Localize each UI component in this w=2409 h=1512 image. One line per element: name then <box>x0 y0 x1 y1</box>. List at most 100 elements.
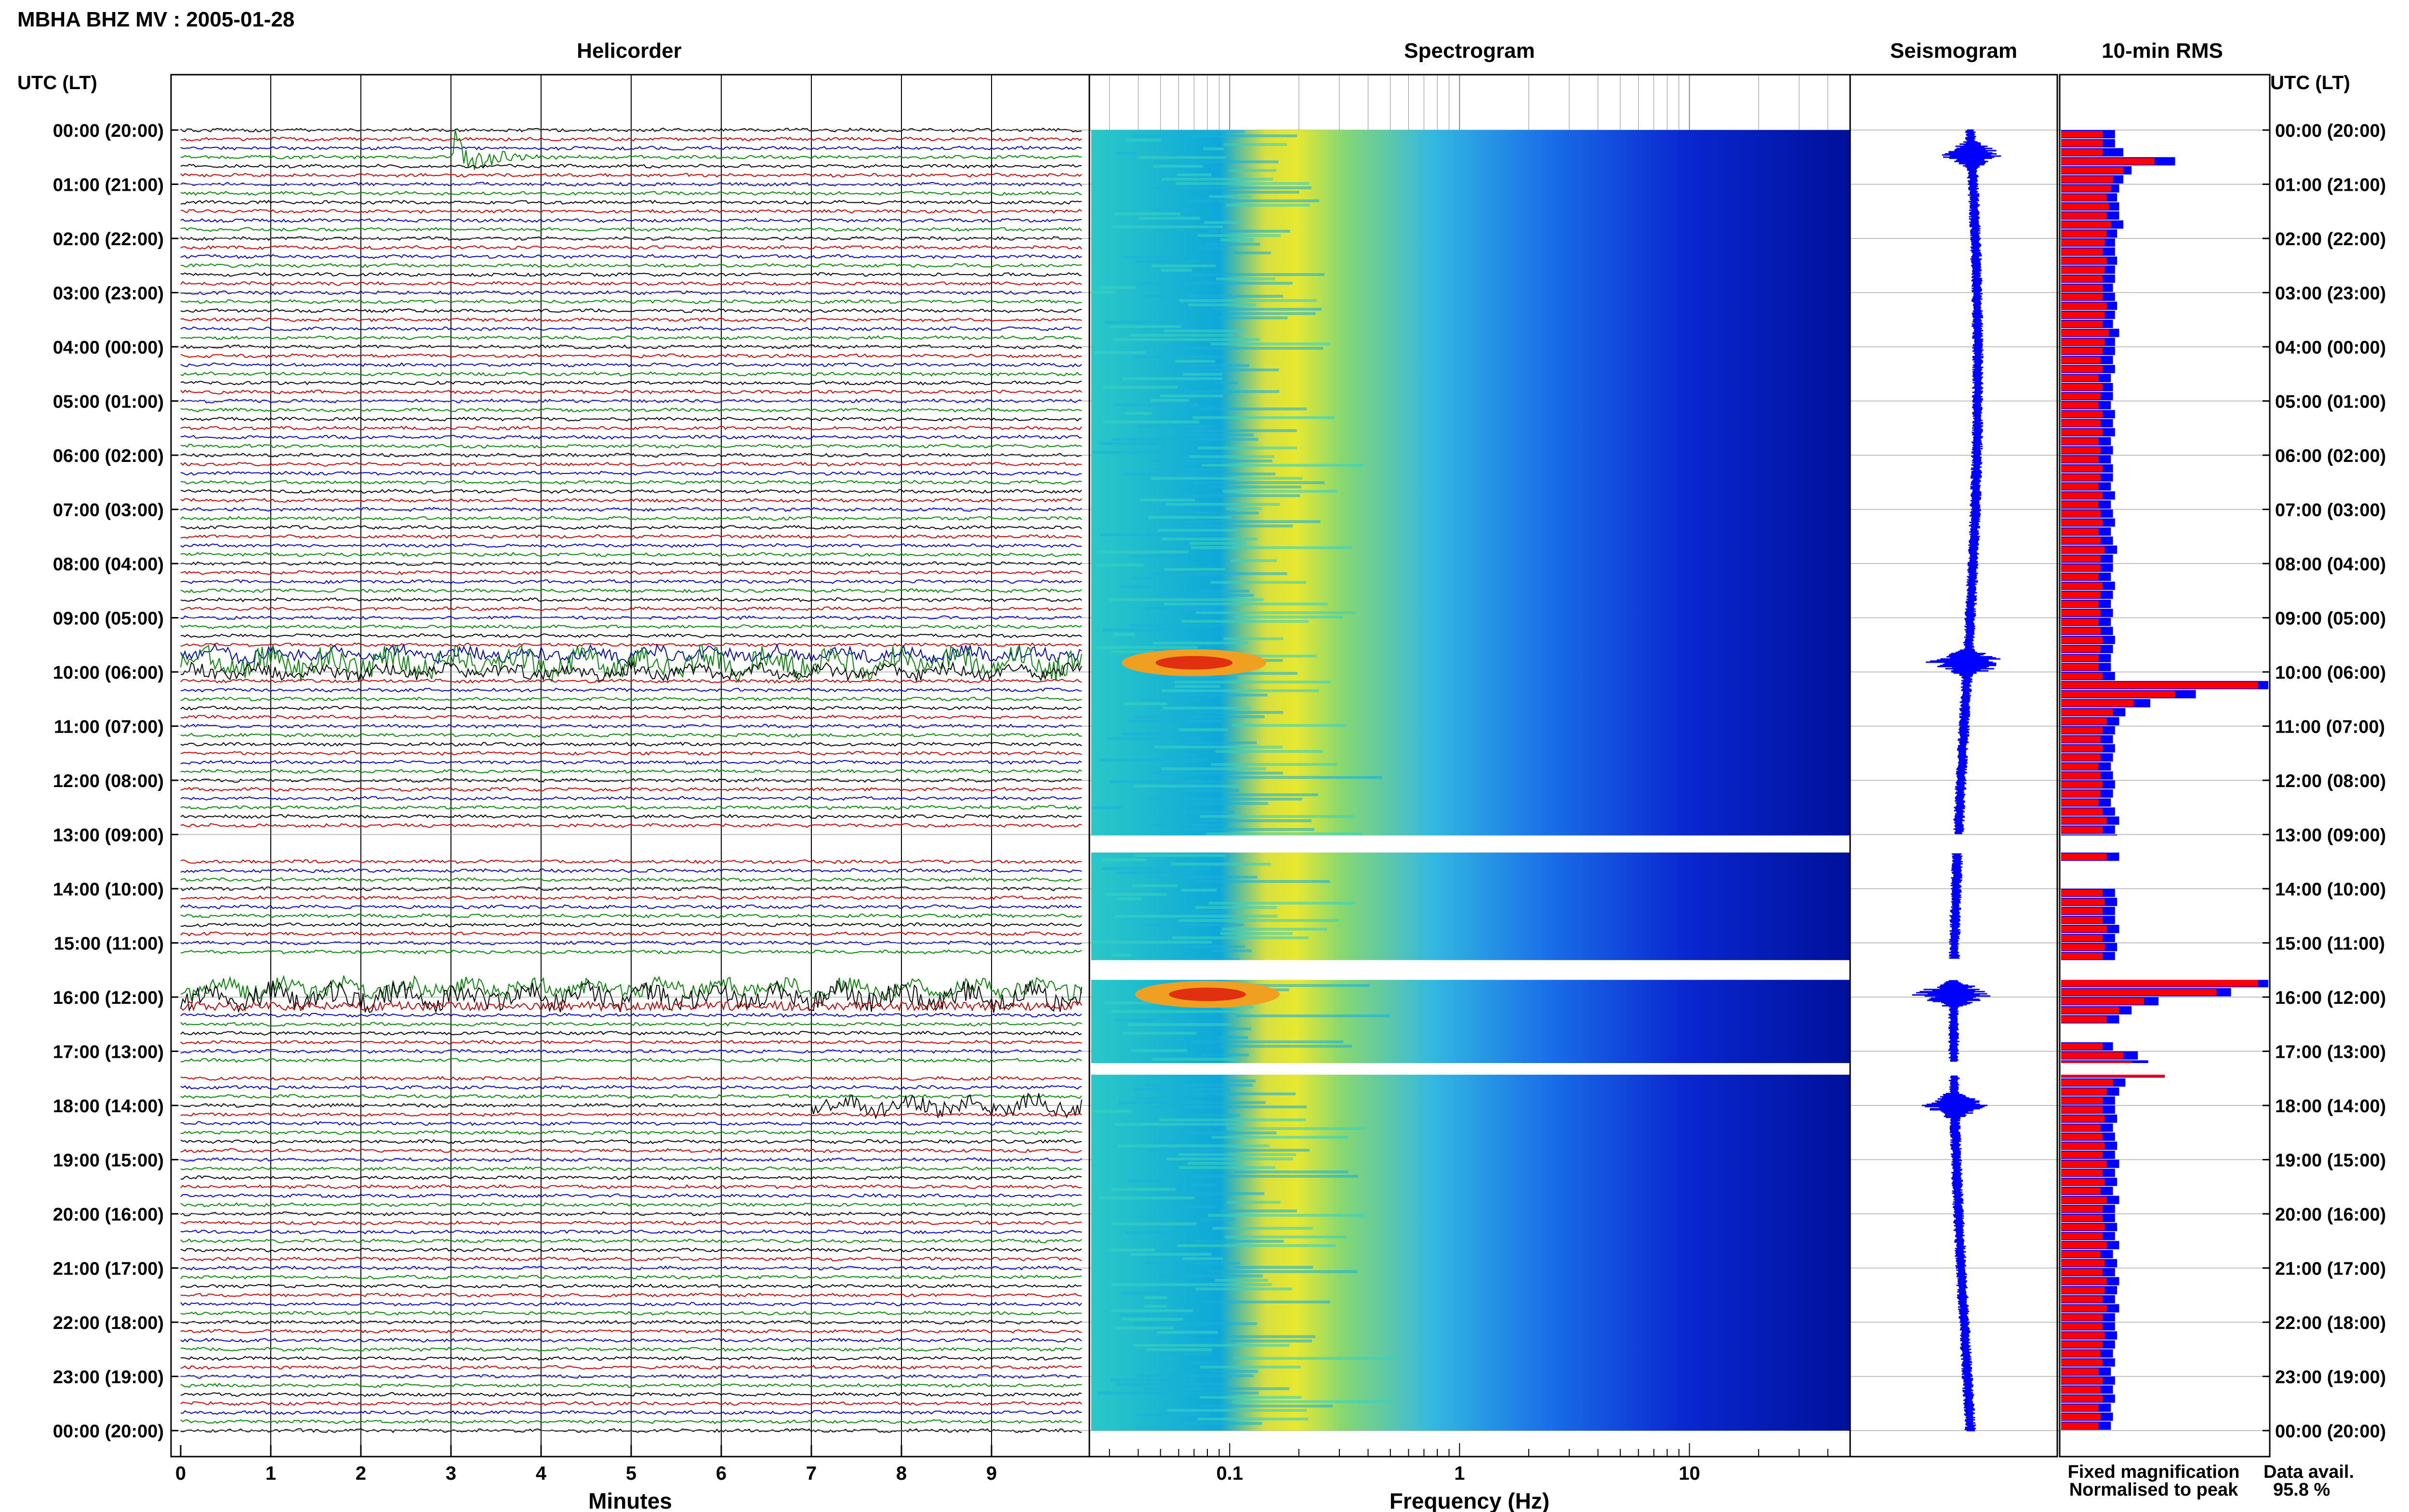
helicorder-trace <box>180 516 1082 521</box>
frequency-tick-label: 1 <box>1454 1463 1465 1484</box>
rms-bar-normalised <box>2061 618 2099 626</box>
spectrogram-texture <box>1138 217 1201 220</box>
helicorder-trace <box>180 606 1082 611</box>
minute-tick-label: 9 <box>986 1463 997 1484</box>
spectrogram-texture <box>1110 1010 1240 1013</box>
helicorder-trace <box>180 480 1082 485</box>
rms-bar-normalised <box>2061 934 2103 942</box>
time-axis-label-right: UTC (LT) <box>2270 72 2350 93</box>
helicorder-trace <box>180 597 1082 603</box>
helicorder-trace <box>180 1247 1082 1253</box>
rms-bar-normalised <box>2061 149 2103 156</box>
helicorder-trace <box>180 218 1082 223</box>
helicorder-trace <box>180 381 1082 386</box>
rms-bar-normalised <box>2061 1314 2103 1321</box>
spectrogram-texture <box>1179 299 1317 302</box>
rms-bar-normalised <box>2061 718 2107 725</box>
rms-bar-normalised <box>2061 293 2103 301</box>
hour-tick-label-left: 06:00 (02:00) <box>53 446 164 466</box>
spectrogram-texture <box>1136 1097 1161 1100</box>
spectrogram-texture <box>1154 1192 1265 1195</box>
spectrogram-texture <box>1233 1266 1313 1269</box>
spectrogram-texture <box>1181 889 1217 892</box>
spectrogram-texture <box>1203 147 1224 150</box>
spectrogram-texture <box>1166 503 1280 506</box>
spectrogram-texture <box>1152 642 1249 644</box>
helicorder-trace <box>180 931 1082 937</box>
rms-bar-normalised <box>2061 582 2103 590</box>
helicorder-trace <box>180 209 1082 214</box>
spectrogram-texture <box>1227 776 1382 779</box>
spectrogram-event-core <box>1169 987 1246 1001</box>
spectrogram-texture <box>1234 616 1343 618</box>
helicorder-trace <box>180 552 1082 557</box>
spectrogram-texture <box>1227 1201 1281 1204</box>
spectrogram-texture <box>1234 1170 1349 1173</box>
rms-bar-normalised <box>2061 1305 2107 1312</box>
minute-tick-label: 1 <box>265 1463 276 1484</box>
rms-bar-normalised <box>2061 691 2175 698</box>
spectrogram-texture <box>1123 1032 1197 1035</box>
spectrogram-texture <box>1179 1166 1275 1169</box>
rms-bar-normalised <box>2061 998 2144 1005</box>
helicorder-trace <box>180 804 1082 810</box>
rms-bar-normalised <box>2061 799 2099 806</box>
rms-bar-normalised <box>2061 257 2107 264</box>
spectrogram-texture <box>1220 238 1254 241</box>
helicorder-trace <box>180 1410 1082 1415</box>
spectrogram-texture <box>1187 910 1230 913</box>
helicorder-trace <box>180 163 1082 169</box>
spectrogram-texture <box>1099 442 1159 445</box>
spectrogram-texture <box>1222 191 1299 194</box>
hour-tick-label-left: 07:00 (03:00) <box>53 500 164 521</box>
spectrogram-texture <box>1233 251 1271 254</box>
helicorder-trace <box>180 1401 1082 1406</box>
rms-bar-normalised <box>2061 637 2103 644</box>
rms-bar-normalised <box>2061 682 2258 689</box>
helicorder-trace <box>180 750 1082 756</box>
spectrogram-texture <box>1145 607 1217 610</box>
helicorder-trace <box>180 471 1082 476</box>
spectrogram-texture <box>1116 1383 1227 1386</box>
rms-bar-normalised <box>2061 1088 2107 1095</box>
helicorder-trace <box>180 1365 1082 1370</box>
spectrogram-texture <box>1206 832 1363 835</box>
rms-bar-normalised <box>2061 1287 2105 1294</box>
rms-bar-normalised <box>2061 474 2101 481</box>
spectrogram-texture <box>1178 728 1228 731</box>
rms-bar-normalised <box>2061 1106 2103 1113</box>
spectrogram-texture <box>1101 858 1147 861</box>
spectrogram-texture <box>1122 256 1173 259</box>
rms-bar-normalised <box>2061 1404 2099 1411</box>
seismogram-frame <box>1849 74 2058 1458</box>
spectrogram-texture <box>1091 290 1115 293</box>
helicorder-trace <box>180 281 1082 286</box>
helicorder-trace <box>180 308 1082 314</box>
spectrogram-texture <box>1095 646 1198 649</box>
helicorder-trace <box>180 1302 1082 1307</box>
spectrogram-texture <box>1161 789 1240 792</box>
spectrogram-texture <box>1209 195 1252 198</box>
rms-bar-normalised <box>2061 592 2101 598</box>
spectrogram-texture <box>1161 754 1195 757</box>
helicorder-trace <box>180 1092 1082 1119</box>
spectrogram-texture <box>1125 412 1152 415</box>
rms-bar-normalised <box>2061 1007 2119 1014</box>
spectrogram-texture <box>1141 1262 1241 1264</box>
spectrogram-texture <box>1153 1140 1189 1143</box>
helicorder-trace <box>180 389 1082 394</box>
spectrogram-texture <box>1115 403 1198 406</box>
spectrogram-texture <box>1225 1027 1252 1030</box>
spectrogram-texture <box>1160 394 1223 397</box>
data-gap-band <box>1090 835 2269 853</box>
rms-bar-normalised <box>2061 1377 2103 1384</box>
hour-tick-label-right: 02:00 (22:00) <box>2275 229 2386 250</box>
spectrogram-texture <box>1144 923 1244 926</box>
spectrogram-texture <box>1211 763 1337 766</box>
spectrogram-texture <box>1223 637 1284 640</box>
rms-bar-normalised <box>2061 1143 2105 1149</box>
spectrogram-texture <box>1174 681 1331 684</box>
helicorder-trace <box>180 1012 1082 1018</box>
legend-normalised-to-peak: Normalised to peak <box>2069 1480 2238 1500</box>
rms-bar-normalised <box>2061 239 2105 246</box>
